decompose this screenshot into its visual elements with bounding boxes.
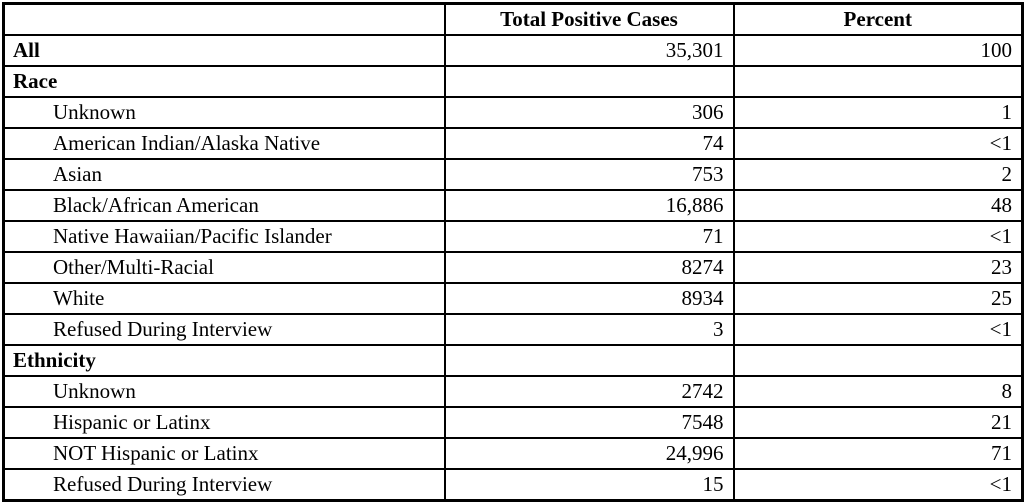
row-cases: 74 (443, 127, 735, 160)
table-row-race-unknown: Unknown 306 1 (2, 96, 1024, 129)
table-row-ethnicity-unknown: Unknown 2742 8 (2, 375, 1024, 408)
row-cases: 753 (443, 158, 735, 191)
row-cases (443, 65, 735, 98)
row-cases: 35,301 (443, 34, 735, 67)
row-percent: 48 (732, 189, 1024, 222)
row-percent: <1 (732, 220, 1024, 253)
row-cases: 8934 (443, 282, 735, 315)
table-row-race-refused-during-interview: Refused During Interview 3 <1 (2, 313, 1024, 346)
row-percent: <1 (732, 468, 1024, 502)
row-label: Hispanic or Latinx (2, 406, 446, 439)
table-row-not-hispanic-or-latinx: NOT Hispanic or Latinx 24,996 71 (2, 437, 1024, 470)
row-percent (732, 65, 1024, 98)
row-cases: 3 (443, 313, 735, 346)
row-cases: 2742 (443, 375, 735, 408)
row-percent: 8 (732, 375, 1024, 408)
header-row: Total Positive Cases Percent (2, 2, 1024, 36)
row-cases: 71 (443, 220, 735, 253)
row-percent: 2 (732, 158, 1024, 191)
row-percent (732, 344, 1024, 377)
row-percent: 100 (732, 34, 1024, 67)
row-label: Race (2, 65, 446, 98)
row-cases (443, 344, 735, 377)
row-cases: 306 (443, 96, 735, 129)
row-label: Other/Multi-Racial (2, 251, 446, 284)
row-label: All (2, 34, 446, 67)
header-empty (2, 2, 446, 36)
row-label: American Indian/Alaska Native (2, 127, 446, 160)
table-row-american-indian-alaska-native: American Indian/Alaska Native 74 <1 (2, 127, 1024, 160)
row-percent: 23 (732, 251, 1024, 284)
table-row-ethnicity-refused-during-interview: Refused During Interview 15 <1 (2, 468, 1024, 502)
row-label: Asian (2, 158, 446, 191)
row-cases: 15 (443, 468, 735, 502)
row-label: Refused During Interview (2, 313, 446, 346)
row-label: Native Hawaiian/Pacific Islander (2, 220, 446, 253)
row-label: Unknown (2, 96, 446, 129)
row-cases: 8274 (443, 251, 735, 284)
row-cases: 7548 (443, 406, 735, 439)
table-row-race-header: Race (2, 65, 1024, 98)
row-label: NOT Hispanic or Latinx (2, 437, 446, 470)
table-row-other-multi-racial: Other/Multi-Racial 8274 23 (2, 251, 1024, 284)
row-label: Black/African American (2, 189, 446, 222)
table-row-ethnicity-header: Ethnicity (2, 344, 1024, 377)
row-label: Refused During Interview (2, 468, 446, 502)
table-row-native-hawaiian-pacific-islander: Native Hawaiian/Pacific Islander 71 <1 (2, 220, 1024, 253)
row-cases: 16,886 (443, 189, 735, 222)
header-total-positive-cases: Total Positive Cases (443, 2, 735, 36)
row-percent: 71 (732, 437, 1024, 470)
table-row-asian: Asian 753 2 (2, 158, 1024, 191)
row-percent: <1 (732, 127, 1024, 160)
row-label: Unknown (2, 375, 446, 408)
row-percent: 1 (732, 96, 1024, 129)
table-row-white: White 8934 25 (2, 282, 1024, 315)
row-label: Ethnicity (2, 344, 446, 377)
table-row-all: All 35,301 100 (2, 34, 1024, 67)
row-percent: 21 (732, 406, 1024, 439)
row-percent: <1 (732, 313, 1024, 346)
row-label: White (2, 282, 446, 315)
row-cases: 24,996 (443, 437, 735, 470)
header-percent: Percent (732, 2, 1024, 36)
table-row-black-african-american: Black/African American 16,886 48 (2, 189, 1024, 222)
row-percent: 25 (732, 282, 1024, 315)
table-row-hispanic-or-latinx: Hispanic or Latinx 7548 21 (2, 406, 1024, 439)
